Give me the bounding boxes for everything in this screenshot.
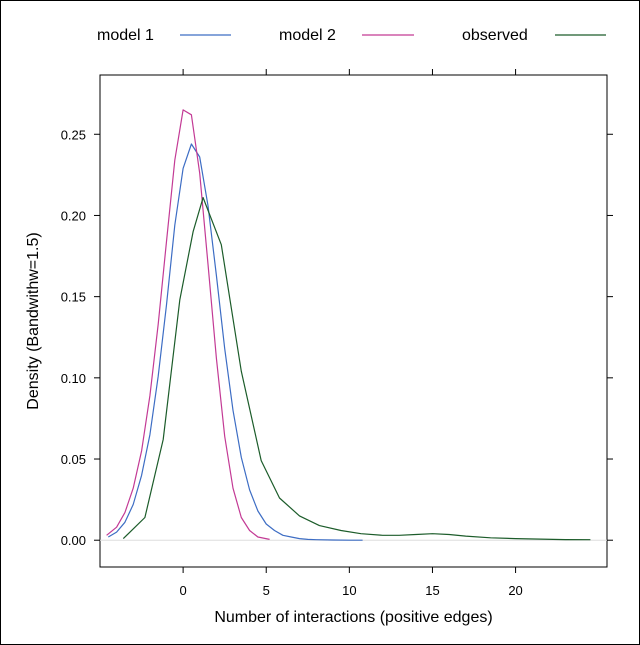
y-tick-label: 0.10 [61,371,86,386]
axis-ticks: 0 5 10 15 20 0.00 0.05 0.10 0.15 0.20 0.25 [61,69,613,598]
legend-label-model-2: model 2 [279,27,336,44]
y-tick-label: 0.00 [61,533,86,548]
y-tick-label: 0.05 [61,452,86,467]
x-tick-label: 15 [425,583,439,598]
series-line-model-1 [107,143,363,541]
x-tick-label: 5 [263,583,270,598]
legend-label-observed: observed [462,27,528,44]
plot-area [99,74,608,568]
y-tick-label: 0.15 [61,290,86,305]
series-line-observed [122,197,591,541]
x-tick-label: 0 [179,583,186,598]
legend: model 1 model 2 observed [97,27,606,44]
y-axis-title: Density (Bandwithw=1.5) [25,232,42,409]
y-tick-label: 0.20 [61,208,86,223]
series-line-model-2 [106,109,270,540]
x-axis-title: Number of interactions (positive edges) [214,609,492,626]
x-tick-label: 20 [508,583,522,598]
y-tick-label: 0.25 [61,127,86,142]
density-curves [106,109,591,541]
x-tick-label: 10 [342,583,356,598]
legend-label-model-1: model 1 [97,27,154,44]
